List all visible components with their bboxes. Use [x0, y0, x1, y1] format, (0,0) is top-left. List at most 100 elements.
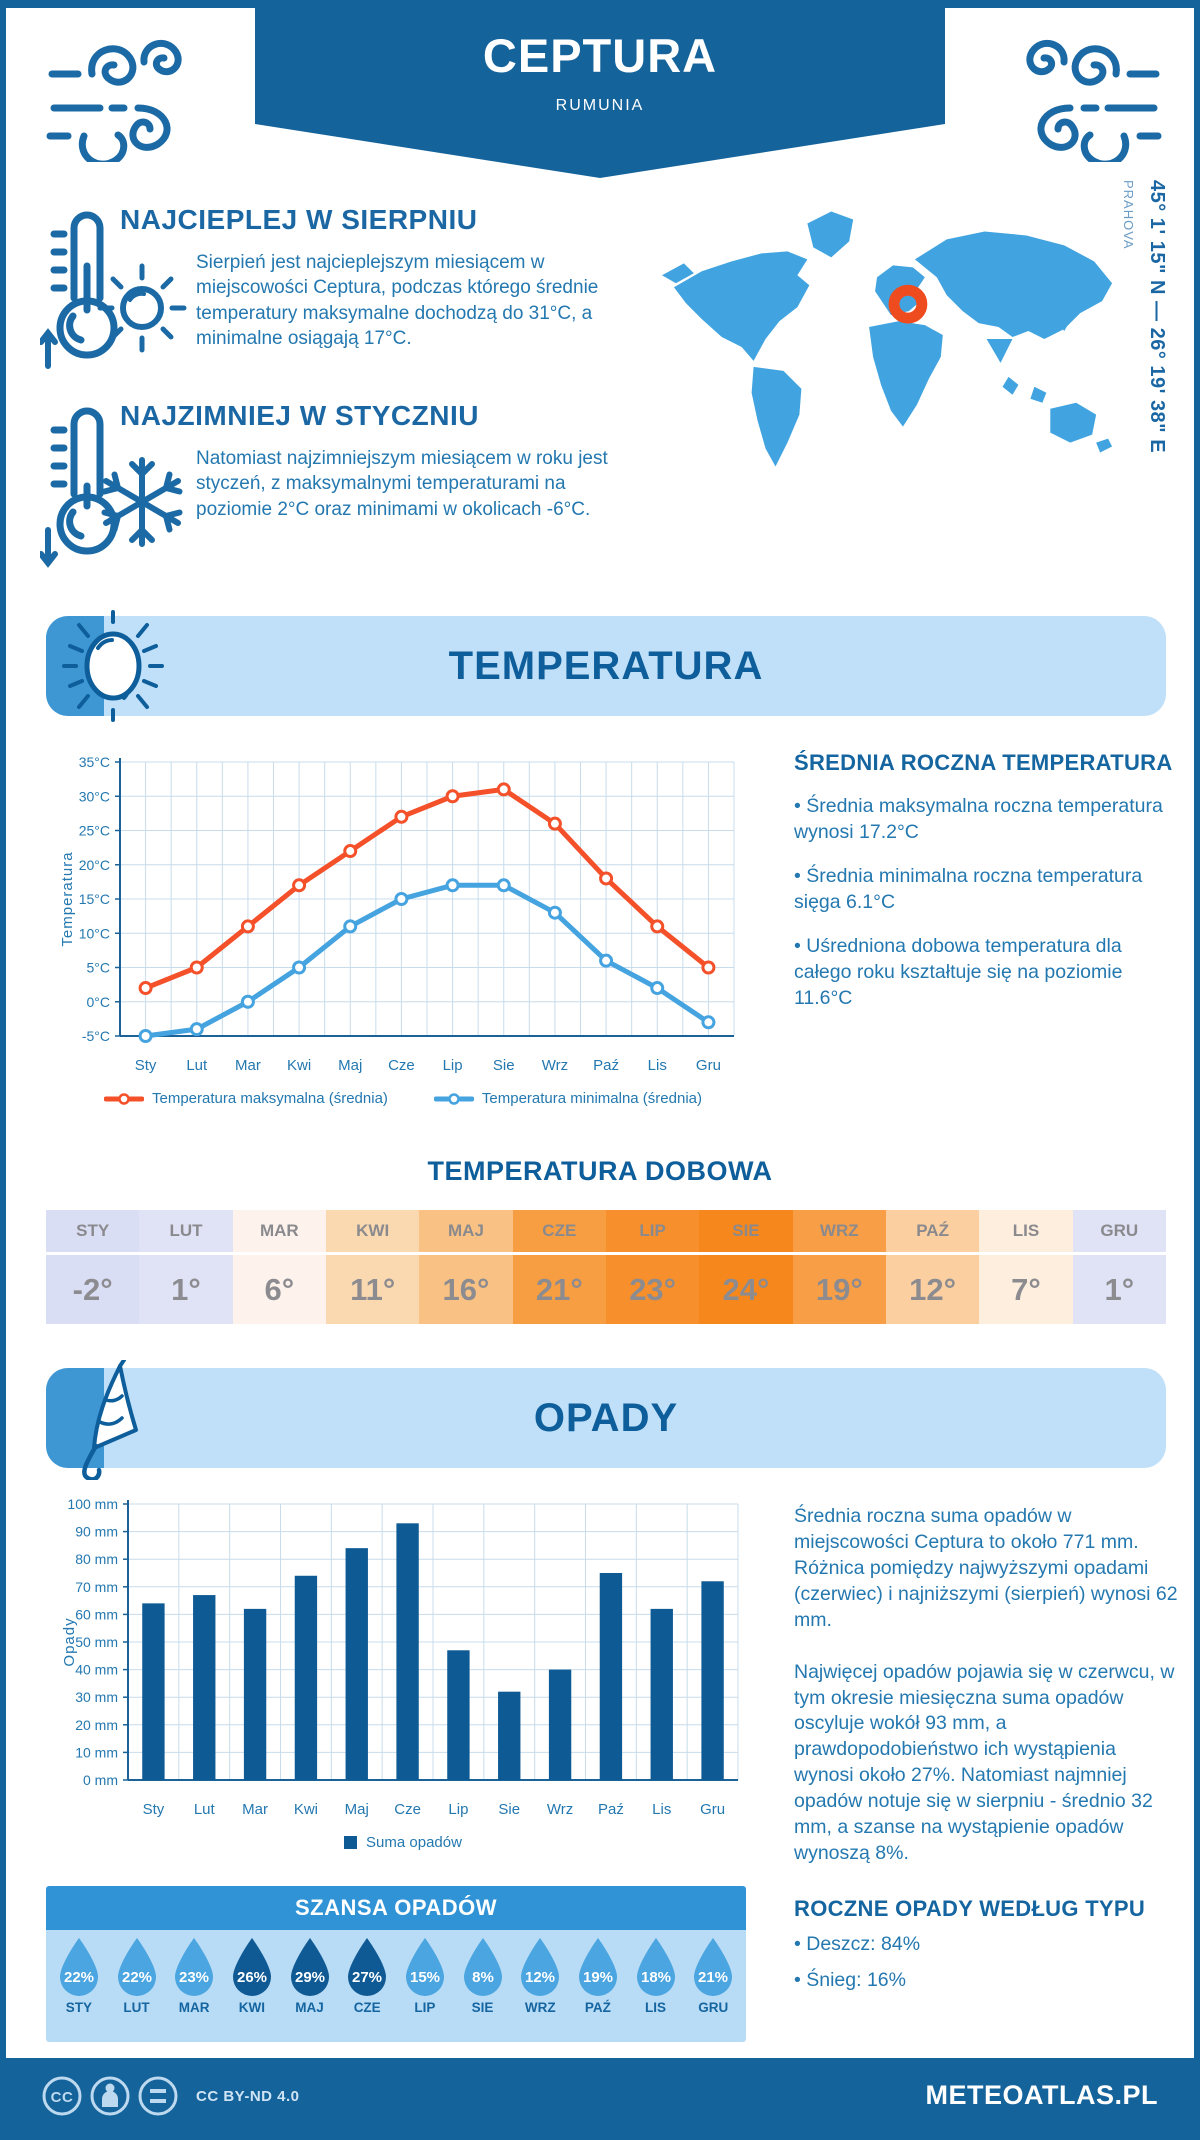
temperature-chart-legend: Temperatura maksymalna (średnia) Temperat…	[58, 1090, 748, 1107]
chance-drop-PAŹ: 19% PAŹ	[569, 1936, 627, 2042]
site-name: METEOATLAS.PL	[925, 2080, 1158, 2110]
svg-text:Cze: Cze	[388, 1057, 415, 1074]
warmest-block: NAJCIEPLEJ W SIERPNIU Sierpień jest najc…	[40, 204, 640, 384]
svg-text:29%: 29%	[295, 1969, 325, 1986]
bar-Lis	[650, 1608, 673, 1780]
svg-text:25°C: 25°C	[79, 823, 110, 839]
chance-month-label: STY	[65, 2000, 92, 2015]
precipitation-text-panel: Średnia roczna suma opadów w miejscowośc…	[794, 1504, 1180, 1867]
svg-text:Kwi: Kwi	[294, 1801, 318, 1818]
precipitation-types-title: ROCZNE OPADY WEDŁUG TYPU	[794, 1896, 1146, 1921]
svg-text:22%: 22%	[121, 1969, 151, 1986]
daily-temp-column-GRU: GRU 1°	[1072, 1210, 1166, 1324]
chance-drop-MAJ: 29% MAJ	[281, 1936, 339, 2042]
daily-temp-column-PAŹ: PAŹ 12°	[885, 1210, 980, 1324]
svg-text:Paź: Paź	[598, 1801, 624, 1818]
svg-text:Sty: Sty	[143, 1801, 165, 1818]
chance-month-label: MAJ	[295, 2000, 324, 2015]
svg-text:30°C: 30°C	[79, 788, 110, 804]
daily-temp-column-CZE: CZE 21°	[512, 1210, 606, 1324]
bar-Cze	[396, 1523, 419, 1780]
daily-temp-value: 6°	[264, 1271, 295, 1307]
svg-text:Lip: Lip	[443, 1057, 463, 1074]
daily-temp-value: 19°	[815, 1271, 863, 1307]
svg-text:0°C: 0°C	[87, 994, 111, 1010]
svg-text:Wrz: Wrz	[542, 1057, 568, 1074]
svg-text:19%: 19%	[583, 1969, 613, 1986]
warmest-text: Sierpień jest najcieplejszym miesiącem w…	[196, 252, 599, 350]
svg-text:27%: 27%	[352, 1969, 382, 1986]
daily-temp-value: 1°	[171, 1271, 201, 1307]
svg-text:21%: 21%	[698, 1969, 728, 1986]
chance-month-label: WRZ	[524, 2000, 556, 2015]
chance-month-label: CZE	[353, 2000, 381, 2015]
daily-temp-column-MAR: MAR 6°	[232, 1210, 326, 1324]
svg-text:80 mm: 80 mm	[75, 1551, 118, 1567]
svg-text:Wrz: Wrz	[547, 1801, 573, 1818]
precipitation-chance-drops: 22% STY 22% LUT 23% MAR 26% KWI 29% MAJ 27% CZE 15% L…	[46, 1930, 746, 2042]
daily-temp-value: 24°	[722, 1271, 770, 1307]
daily-temp-value: 21°	[535, 1271, 583, 1307]
coldest-block: NAJZIMNIEJ W STYCZNIU Natomiast najzimni…	[40, 400, 640, 580]
daily-temp-column-STY: STY -2°	[46, 1210, 140, 1324]
daily-temp-month: GRU	[1072, 1210, 1166, 1255]
cc-license-icons: CC	[42, 2076, 178, 2116]
precipitation-bar-chart: 0 mm 10 mm 20 mm 30 mm 40 mm 50 mm 60 mm 70 mm 8…	[58, 1490, 748, 1830]
svg-text:Maj: Maj	[338, 1057, 362, 1074]
raindrop-icon	[348, 1938, 387, 1996]
svg-text:Sie: Sie	[493, 1057, 515, 1074]
daily-temp-column-MAJ: MAJ 16°	[419, 1210, 513, 1324]
legend-swatch	[344, 1836, 358, 1849]
temperature-section-title: TEMPERATURA	[448, 644, 764, 688]
daily-temp-column-LIS: LIS 7°	[979, 1210, 1073, 1324]
svg-text:-5°C: -5°C	[82, 1028, 110, 1044]
daily-temp-column-KWI: KWI 11°	[325, 1210, 420, 1324]
precipitation-section-title: OPADY	[533, 1396, 679, 1440]
svg-text:Mar: Mar	[235, 1057, 261, 1074]
svg-text:15°C: 15°C	[79, 891, 110, 907]
raindrop-icon	[290, 1938, 329, 1996]
svg-text:Paź: Paź	[593, 1057, 619, 1074]
daily-temp-value: 23°	[629, 1271, 677, 1307]
chance-drop-LUT: 22% LUT	[108, 1936, 166, 2042]
svg-text:60 mm: 60 mm	[75, 1606, 118, 1622]
precipitation-type-bullet: • Deszcz: 84%	[794, 1933, 921, 1955]
bar-Gru	[701, 1581, 724, 1780]
footer: CC CC BY-ND 4.0 METEOATLAS.PL	[6, 2058, 1194, 2134]
umbrella-banner-icon	[82, 1360, 138, 1480]
svg-text:15%: 15%	[410, 1969, 440, 1986]
daily-temp-month: KWI	[325, 1210, 420, 1255]
chance-drop-WRZ: 12% WRZ	[511, 1936, 569, 2042]
daily-temp-month: LIP	[605, 1210, 700, 1255]
daily-temp-value: 16°	[442, 1271, 490, 1307]
bar-Sty	[142, 1603, 165, 1780]
chance-drop-KWI: 26% KWI	[223, 1936, 281, 2042]
daily-temp-month: MAR	[232, 1210, 326, 1255]
bar-Wrz	[548, 1669, 572, 1780]
svg-text:Maj: Maj	[345, 1801, 369, 1818]
location-marker	[888, 284, 928, 324]
precipitation-paragraph: Najwięcej opadów pojawia się w czerwcu, …	[794, 1660, 1175, 1865]
raindrop-icon	[578, 1938, 617, 1996]
svg-text:Lis: Lis	[652, 1801, 671, 1818]
svg-text:10 mm: 10 mm	[75, 1744, 118, 1760]
precipitation-type-bullet: • Śnieg: 16%	[794, 1968, 906, 1991]
raindrop-icon	[117, 1938, 156, 1996]
bar-Paź	[599, 1573, 623, 1780]
svg-text:18%: 18%	[641, 1969, 671, 1986]
svg-text:Opady: Opady	[61, 1617, 78, 1666]
daily-temp-column-WRZ: WRZ 19°	[792, 1210, 886, 1324]
world-map	[661, 211, 1113, 467]
wind-icon	[46, 39, 182, 162]
chance-drop-SIE: 8% SIE	[454, 1936, 512, 2042]
legend-item: Temperatura minimalna (średnia)	[433, 1090, 702, 1107]
chance-month-label: KWI	[238, 2000, 265, 2015]
raindrop-icon	[232, 1938, 271, 1996]
chance-month-label: LIP	[414, 2000, 436, 2015]
chance-month-label: PAŹ	[584, 2000, 611, 2015]
svg-text:70 mm: 70 mm	[75, 1579, 118, 1595]
daily-temp-column-SIE: SIE 24°	[699, 1210, 793, 1324]
chance-drop-LIS: 18% LIS	[627, 1936, 685, 2042]
raindrop-icon	[694, 1938, 733, 1996]
bar-Sie	[498, 1691, 521, 1780]
